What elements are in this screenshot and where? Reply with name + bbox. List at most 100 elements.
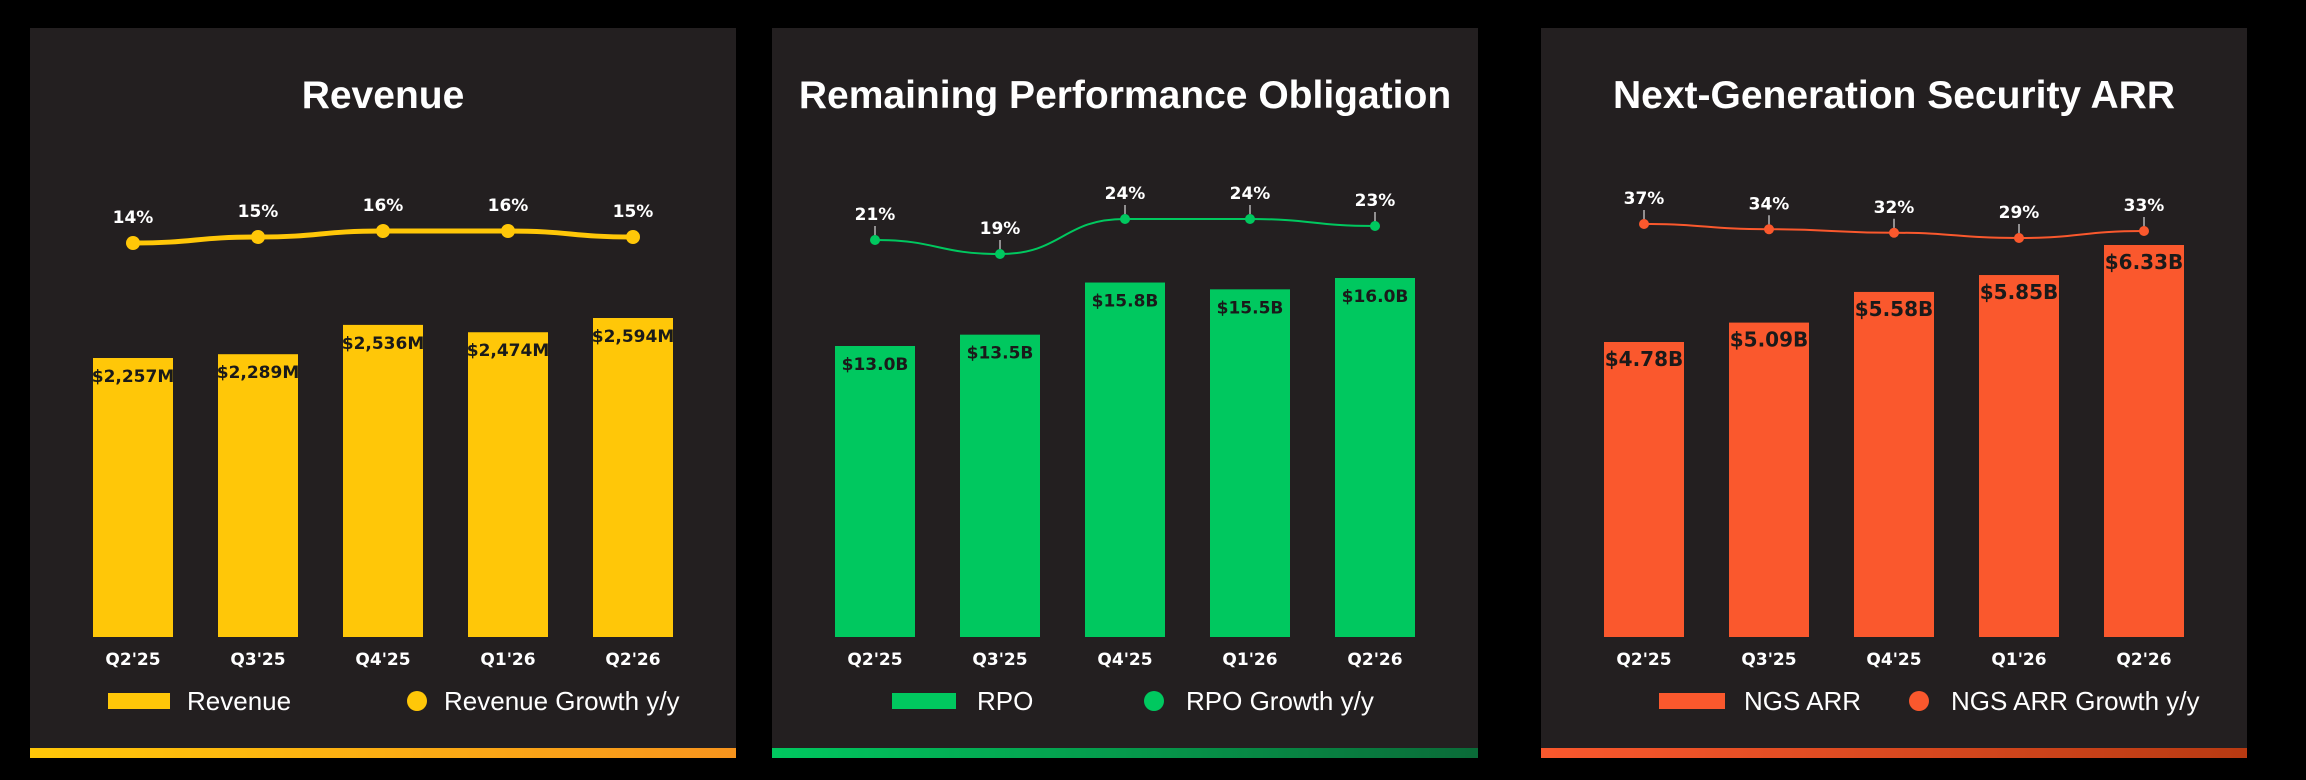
- panel-revenue: Revenue $2,257M Q2'25 $2,289M Q3'25 $2,536M Q…: [30, 28, 736, 758]
- legend-swatch-bar: [108, 693, 170, 709]
- bar: [593, 318, 673, 637]
- bar: [93, 358, 173, 637]
- growth-value-label: 24%: [1230, 184, 1271, 204]
- legend-label-growth: Revenue Growth y/y: [444, 686, 680, 716]
- growth-value-label: 19%: [980, 219, 1021, 239]
- chart-title: Revenue: [301, 74, 465, 117]
- legend-swatch-bar: [1659, 693, 1725, 709]
- x-tick-label: Q1'26: [1222, 650, 1277, 670]
- legend-label-bar: Revenue: [187, 686, 291, 716]
- bar: [1210, 289, 1290, 637]
- growth-point: [995, 249, 1005, 259]
- growth-value-label: 21%: [855, 205, 896, 225]
- bar-value-label: $4.78B: [1605, 347, 1684, 371]
- bar-value-label: $5.58B: [1855, 297, 1934, 321]
- growth-value-label: 14%: [113, 208, 154, 228]
- legend-swatch-growth: [1909, 691, 1929, 711]
- growth-point: [376, 224, 390, 238]
- chart-title: Remaining Performance Obligation: [798, 74, 1452, 117]
- panel-ngs-arr: Next-Generation Security ARR $4.78B Q2'25…: [1541, 28, 2247, 758]
- x-tick-label: Q4'25: [355, 650, 410, 670]
- growth-line: [874, 217, 1376, 256]
- x-tick-label: Q3'25: [972, 650, 1027, 670]
- ngs-arr-chart: $4.78B Q2'25 $5.09B Q3'25 $5.58B Q4'25 $5.85B Q…: [1604, 189, 2200, 716]
- bar: [960, 334, 1040, 637]
- bar: [218, 354, 298, 637]
- growth-point: [2014, 233, 2024, 243]
- panel-rpo: Remaining Performance Obligation $13.0B Q…: [772, 28, 1478, 758]
- x-tick-label: Q4'25: [1866, 650, 1921, 670]
- x-tick-label: Q2'26: [605, 650, 660, 670]
- growth-value-label: 32%: [1874, 198, 1915, 218]
- growth-point: [2139, 226, 2149, 236]
- x-tick-label: Q3'25: [230, 650, 285, 670]
- x-tick-label: Q1'26: [1991, 650, 2046, 670]
- legend-label-bar: NGS ARR: [1744, 686, 1861, 716]
- growth-value-label: 34%: [1749, 194, 1790, 214]
- bar: [1729, 322, 1809, 637]
- x-tick-label: Q2'25: [105, 650, 160, 670]
- bar-value-label: $2,536M: [342, 334, 425, 354]
- legend-label-growth: NGS ARR Growth y/y: [1951, 686, 2200, 716]
- growth-value-label: 23%: [1355, 191, 1396, 211]
- growth-point: [1120, 214, 1130, 224]
- growth-value-label: 16%: [363, 196, 404, 216]
- x-tick-label: Q2'26: [2116, 650, 2171, 670]
- growth-value-label: 24%: [1105, 184, 1146, 204]
- bar: [1085, 282, 1165, 637]
- growth-value-label: 15%: [613, 202, 654, 222]
- growth-point: [251, 230, 265, 244]
- revenue-chart: $2,257M Q2'25 $2,289M Q3'25 $2,536M Q4'25 $2,4…: [92, 196, 680, 716]
- bar-value-label: $5.85B: [1980, 280, 2059, 304]
- bar-value-label: $15.8B: [1092, 292, 1159, 312]
- x-tick-label: Q2'25: [1616, 650, 1671, 670]
- legend-label-growth: RPO Growth y/y: [1186, 686, 1374, 716]
- growth-point: [1639, 219, 1649, 229]
- growth-point: [1370, 221, 1380, 231]
- x-tick-label: Q2'25: [847, 650, 902, 670]
- rpo-chart: $13.0B Q2'25 $13.5B Q3'25 $15.8B Q4'25 $15.5B Q…: [835, 184, 1415, 716]
- bar-value-label: $6.33B: [2105, 250, 2184, 274]
- x-tick-label: Q3'25: [1741, 650, 1796, 670]
- bar: [1335, 278, 1415, 637]
- x-tick-label: Q4'25: [1097, 650, 1152, 670]
- bar-value-label: $2,594M: [592, 327, 675, 347]
- bar-value-label: $13.0B: [842, 355, 909, 375]
- growth-point: [626, 230, 640, 244]
- bar: [1979, 275, 2059, 637]
- x-tick-label: Q2'26: [1347, 650, 1402, 670]
- growth-point: [501, 224, 515, 238]
- bar: [1604, 342, 1684, 637]
- bar-value-label: $16.0B: [1342, 287, 1409, 307]
- bar-value-label: $2,474M: [467, 341, 550, 361]
- bar: [2104, 245, 2184, 637]
- accent-stripe: [1541, 748, 2247, 758]
- growth-point: [1764, 224, 1774, 235]
- bar-value-label: $5.09B: [1730, 328, 1809, 352]
- growth-point: [870, 235, 880, 245]
- growth-value-label: 33%: [2124, 196, 2165, 216]
- accent-stripe: [30, 748, 736, 758]
- x-tick-label: Q1'26: [480, 650, 535, 670]
- growth-point: [1245, 214, 1255, 224]
- accent-stripe: [772, 748, 1478, 758]
- bar-value-label: $13.5B: [967, 344, 1034, 364]
- growth-value-label: 16%: [488, 196, 529, 216]
- legend-swatch-bar: [892, 693, 956, 709]
- growth-value-label: 15%: [238, 202, 279, 222]
- legend-swatch-growth: [1144, 691, 1164, 711]
- legend-swatch-growth: [407, 691, 427, 711]
- bar: [1854, 291, 1934, 637]
- bar-value-label: $2,257M: [92, 367, 175, 387]
- bar-value-label: $2,289M: [217, 363, 300, 383]
- growth-point: [126, 236, 140, 250]
- chart-title: Next-Generation Security ARR: [1612, 74, 2175, 117]
- bar: [468, 332, 548, 637]
- legend-label-bar: RPO: [977, 686, 1033, 716]
- bar-value-label: $15.5B: [1217, 298, 1284, 318]
- growth-point: [1889, 227, 1899, 238]
- bar: [343, 324, 423, 637]
- growth-value-label: 29%: [1999, 203, 2040, 223]
- bar: [835, 346, 915, 637]
- growth-value-label: 37%: [1624, 189, 1665, 209]
